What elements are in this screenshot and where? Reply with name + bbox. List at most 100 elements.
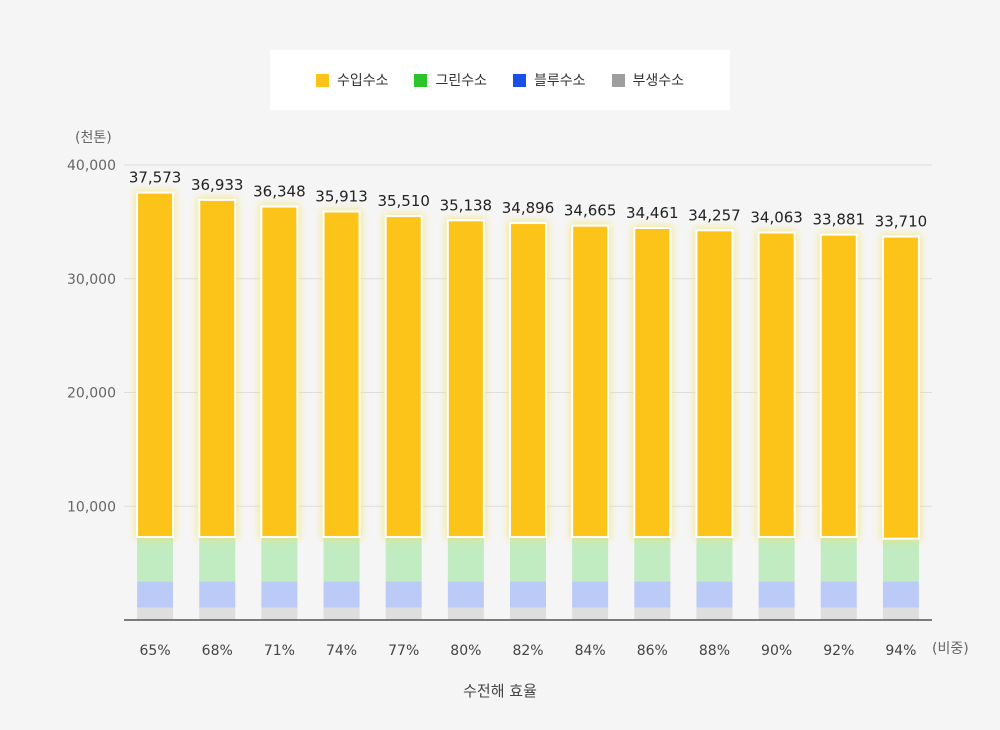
bar-segment	[199, 581, 236, 608]
y-axis-ticks: 10,000 20,000 30,000 40,000	[67, 158, 116, 515]
bar-segment	[634, 607, 671, 620]
bar-segment	[385, 581, 422, 608]
bar-segment	[447, 607, 484, 620]
x-tick-label: 80%	[450, 643, 481, 659]
data-label: 35,913	[315, 187, 368, 205]
bar-segment	[137, 536, 174, 582]
bar-segment	[447, 536, 484, 582]
data-label: 36,348	[253, 183, 306, 201]
bar-segment	[696, 581, 733, 608]
x-tick-label: 65%	[140, 643, 171, 659]
bar-segment	[261, 581, 298, 608]
legend-item: 부생수소	[611, 70, 685, 90]
bar-segment	[634, 581, 671, 608]
bar-segment-imported	[384, 215, 423, 538]
data-label: 35,510	[377, 192, 430, 210]
bar-segment	[137, 607, 174, 620]
bar-segment	[385, 536, 422, 582]
legend-item: 수입수소	[315, 70, 389, 90]
y-tick-label: 40,000	[67, 158, 116, 174]
y-tick-label: 30,000	[67, 272, 116, 288]
data-label: 34,257	[688, 206, 741, 224]
x-tick-label: 88%	[699, 643, 730, 659]
x-tick-label: 71%	[264, 643, 295, 659]
data-label: 34,665	[564, 202, 617, 220]
bar-segment	[634, 536, 671, 582]
x-tick-label: 82%	[512, 643, 543, 659]
x-axis-title: 수전해 효율	[463, 682, 537, 700]
data-label: 34,063	[750, 209, 803, 227]
bar-segment-imported	[322, 210, 361, 538]
x-tick-label: 68%	[202, 643, 233, 659]
data-label: 36,933	[191, 176, 244, 194]
y-axis-title: (천톤)	[75, 130, 112, 146]
legend-swatch	[513, 73, 526, 87]
bar-segment-imported	[571, 224, 610, 538]
data-label: 34,896	[502, 199, 555, 217]
x-tick-label: 77%	[388, 643, 419, 659]
bar-segment	[572, 607, 609, 620]
y-tick-label: 20,000	[67, 386, 116, 402]
bar-segment	[758, 607, 795, 620]
x-tick-label: 74%	[326, 643, 357, 659]
legend-item: 그린수소	[414, 70, 487, 90]
bar-segment	[261, 536, 298, 582]
bar-segment	[510, 536, 546, 582]
y-tick-label: 10,000	[67, 499, 116, 515]
bar-segment	[385, 607, 422, 620]
bar-segment	[323, 536, 360, 582]
legend-swatch	[414, 73, 428, 87]
bar-segment-imported	[509, 222, 547, 538]
x-axis-unit-label: (비중)	[932, 641, 969, 657]
legend-label: 블루수소	[534, 73, 586, 89]
bar-segment-imported	[695, 229, 734, 538]
data-label: 37,573	[129, 169, 182, 187]
data-label: 35,138	[440, 196, 493, 214]
bar-segment	[696, 536, 733, 582]
bar-segment	[820, 581, 857, 608]
bar-segment-imported	[198, 198, 237, 538]
x-tick-label: 92%	[823, 643, 854, 659]
bar-segment	[323, 581, 360, 608]
data-label: 34,461	[626, 204, 679, 222]
bar-segment	[137, 581, 174, 608]
bar-segment	[882, 538, 919, 582]
bars: 37,573 36,933 36,348 35,913 35,510 35,138 34,8…	[129, 169, 927, 620]
bar-segment	[696, 607, 733, 620]
data-label: 33,710	[875, 213, 928, 231]
x-tick-label: 84%	[575, 643, 606, 659]
bar-segment	[820, 607, 857, 620]
bar-segment-imported	[633, 227, 672, 538]
bar-segment	[820, 536, 857, 582]
bar-segment	[882, 607, 919, 620]
bar-segment-imported	[757, 231, 796, 538]
bar-segment	[199, 607, 236, 620]
bar-segment	[758, 581, 795, 608]
x-axis-ticks: 65% 68% 71% 74% 77% 80% 82% 84% 86% 88% 90% 92% 94%	[140, 643, 917, 659]
bar-segment-imported	[136, 191, 175, 538]
bar-segment-imported	[260, 205, 299, 538]
legend-label: 그린수소	[435, 73, 487, 89]
bar-segment	[572, 581, 609, 608]
legend-label: 수입수소	[336, 73, 389, 89]
x-tick-label: 94%	[885, 643, 916, 659]
bar-segment	[882, 581, 919, 608]
bar-segment	[323, 607, 360, 620]
legend-swatch	[611, 73, 625, 87]
bar-segment-imported	[881, 235, 920, 540]
legend-label: 부생수소	[632, 73, 685, 89]
bar-segment	[758, 536, 795, 582]
legend-swatch	[315, 73, 329, 87]
data-label: 33,881	[813, 211, 866, 229]
legend-item: 블루수소	[513, 70, 586, 90]
bar-segment	[572, 536, 609, 582]
chart-legend: 수입수소 그린수소 블루수소 부생수소	[270, 50, 730, 110]
bar-segment	[447, 581, 484, 608]
bar-segment-imported	[819, 233, 858, 538]
bar-segment	[510, 581, 546, 608]
x-tick-label: 90%	[761, 643, 792, 659]
x-tick-label: 86%	[637, 643, 668, 659]
bar-segment	[199, 536, 236, 582]
bar-segment	[510, 607, 546, 620]
